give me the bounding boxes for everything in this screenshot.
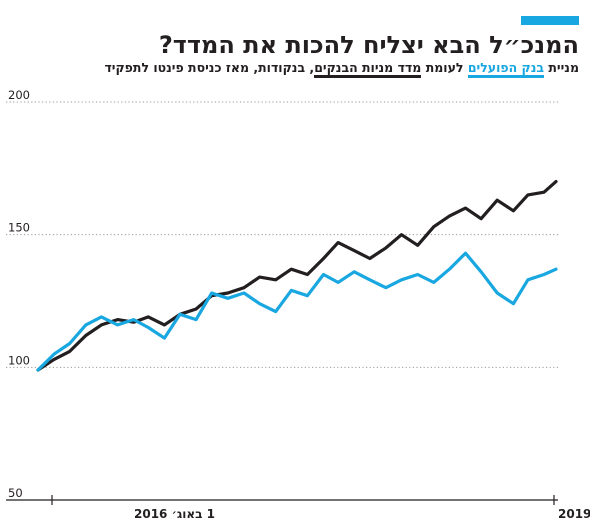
y-tick-label: 200 <box>8 88 30 102</box>
grid-lines <box>6 101 558 368</box>
subtitle-mid: לעומת <box>425 60 464 75</box>
legend-bank-index: מדד מניות הבנקים <box>314 60 422 78</box>
y-axis-ticks: 50 100 150 200 <box>8 88 30 500</box>
chart-title: המנכ״ל הבא יצליח להכות את המדד? <box>158 31 579 59</box>
y-tick-label: 150 <box>8 221 30 235</box>
series-line-1 <box>36 251 558 372</box>
x-label-end: 24 באפר׳ 2019 <box>558 507 590 521</box>
y-tick-label: 100 <box>8 353 30 367</box>
y-tick-label: 50 <box>8 486 23 500</box>
subtitle-prefix: מניית <box>548 60 579 75</box>
x-axis-ticks: 1 באוג׳ 2016 24 באפר׳ 2019 <box>51 495 590 521</box>
x-label-start: 1 באוג׳ 2016 <box>134 507 215 521</box>
series-line-0 <box>36 180 558 372</box>
accent-bar <box>521 16 579 25</box>
legend-hapoalim: בנק הפועלים <box>467 60 545 78</box>
chart-subtitle: מניית בנק הפועלים לעומת מדד מניות הבנקים… <box>104 59 579 78</box>
subtitle-suffix: , בנקודות, מאז כניסת פינטו לתפקיד <box>104 60 315 75</box>
series-group <box>36 180 558 372</box>
